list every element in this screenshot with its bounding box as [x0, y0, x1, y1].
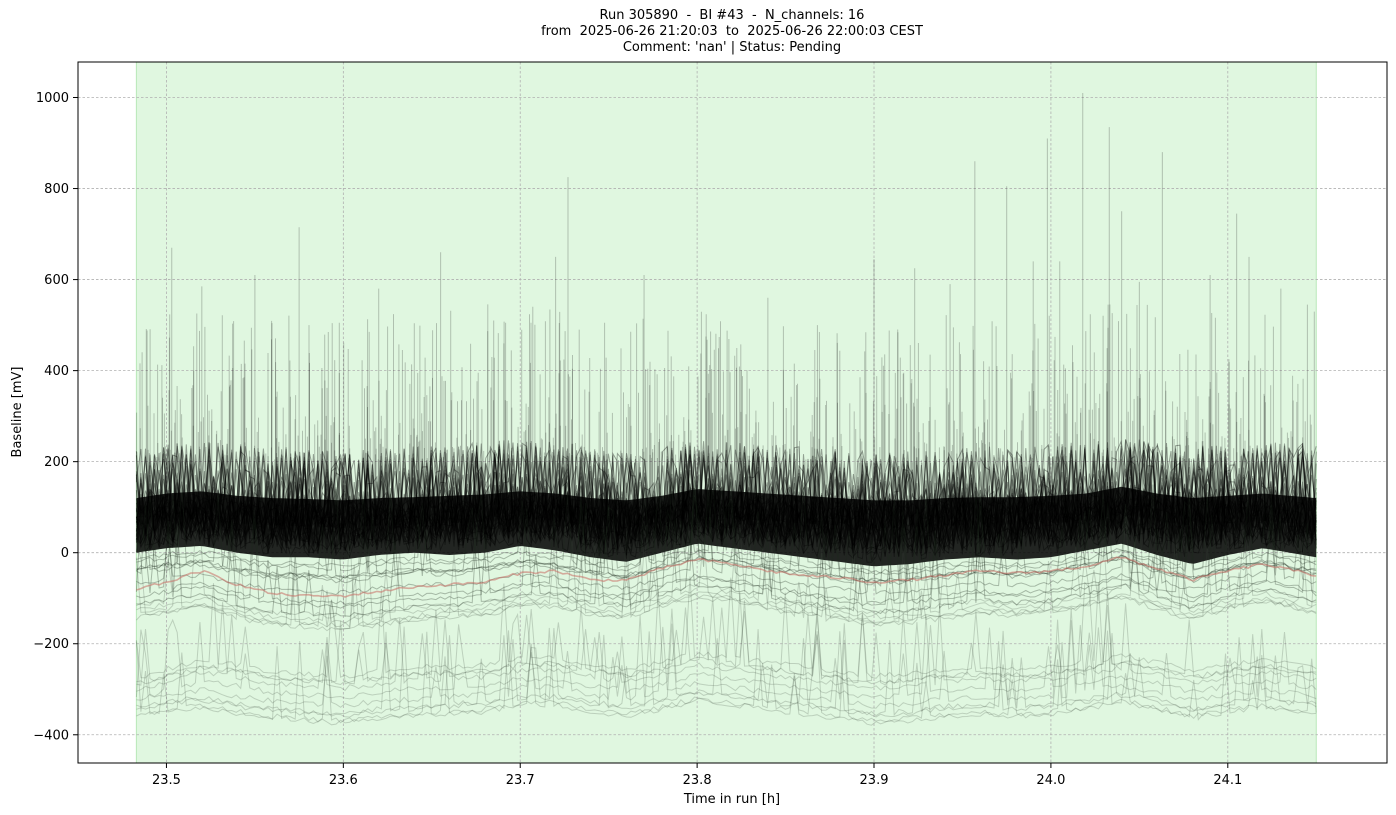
y-tick-label: 200	[44, 455, 69, 470]
y-tick-label: 1000	[36, 91, 69, 106]
x-axis-label: Time in run [h]	[683, 792, 780, 807]
y-tick-label: 800	[44, 182, 69, 197]
channel-trace	[136, 626, 1317, 718]
x-tick-label: 23.6	[329, 773, 358, 788]
channel-trace	[136, 515, 1317, 619]
channel-trace	[135, 524, 1317, 629]
channel-trace	[136, 608, 1317, 701]
channel-trace	[136, 478, 1317, 587]
title-line-3: Comment: 'nan' | Status: Pending	[622, 40, 842, 55]
channel-trace	[136, 603, 1317, 692]
y-tick-label: 400	[44, 364, 69, 379]
y-axis-label: Baseline [mV]	[10, 367, 25, 458]
channel-trace	[135, 512, 1317, 605]
channel-trace	[136, 623, 1317, 717]
channel-trace	[135, 629, 1317, 724]
title-line-1: Run 305890 - BI #43 - N_channels: 16	[599, 8, 865, 23]
dense-core	[136, 486, 1317, 567]
x-tick-label: 23.9	[860, 773, 889, 788]
y-tick-label: −200	[33, 637, 69, 652]
x-tick-label: 24.1	[1213, 773, 1242, 788]
x-tick-label: 23.7	[506, 773, 535, 788]
x-tick-label: 23.5	[152, 773, 181, 788]
channel-trace	[136, 590, 1317, 686]
channel-trace	[136, 592, 1317, 685]
y-tick-label: 0	[61, 546, 69, 561]
title-line-2: from 2025-06-26 21:20:03 to 2025-06-26 2…	[541, 24, 923, 39]
channel-trace	[136, 508, 1317, 609]
status-band	[135, 62, 1317, 763]
y-tick-label: 600	[44, 273, 69, 288]
channel-trace	[135, 532, 1317, 630]
channel-trace	[136, 493, 1317, 596]
channel-trace	[135, 576, 1317, 679]
x-tick-label: 23.8	[683, 773, 712, 788]
channel-trace	[135, 615, 1317, 709]
channel-trace	[136, 627, 1317, 726]
x-tick-label: 24.0	[1036, 773, 1065, 788]
channel-trace	[136, 486, 1317, 576]
y-tick-label: −400	[33, 728, 69, 743]
highlight-channel-trace	[136, 556, 1317, 598]
channel-trace	[136, 520, 1317, 617]
channel-trace	[136, 541, 1317, 632]
channel-trace	[136, 475, 1317, 575]
channel-trace	[136, 515, 1317, 624]
plot-frame	[77, 61, 1388, 764]
